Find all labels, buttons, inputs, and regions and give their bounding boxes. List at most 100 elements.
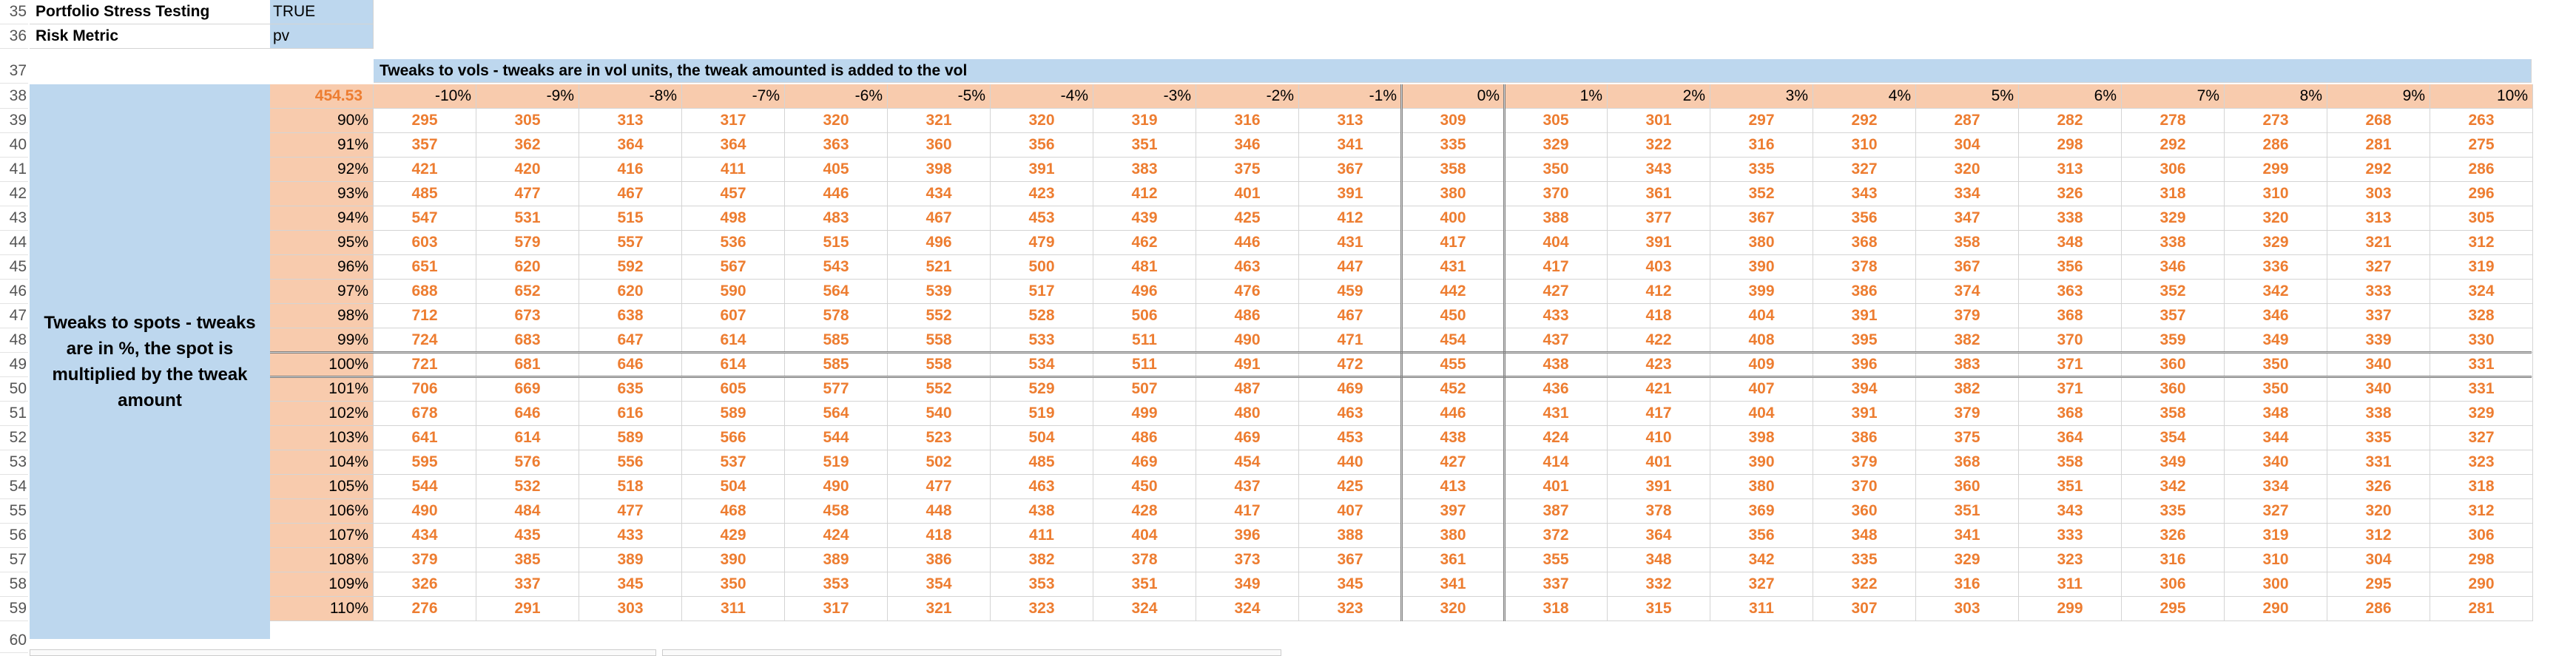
spot-tweak-header[interactable]: 90%	[270, 109, 374, 133]
grid-cell[interactable]: 459	[1299, 280, 1402, 304]
spot-tweak-header[interactable]: 98%	[270, 304, 374, 328]
grid-cell[interactable]: 276	[374, 597, 476, 621]
grid-cell[interactable]: 290	[2430, 572, 2533, 597]
grid-cell[interactable]: 433	[1505, 304, 1608, 328]
grid-cell[interactable]: 439	[1093, 206, 1196, 231]
grid-cell[interactable]: 498	[682, 206, 785, 231]
grid-cell[interactable]: 310	[2225, 182, 2327, 206]
grid-cell[interactable]: 344	[2225, 426, 2327, 450]
row-number[interactable]: 60	[0, 629, 28, 653]
grid-cell[interactable]: 651	[374, 255, 476, 280]
grid-cell[interactable]: 353	[785, 572, 888, 597]
grid-cell[interactable]: 345	[1299, 572, 1402, 597]
grid-cell[interactable]: 417	[1402, 231, 1505, 255]
grid-cell[interactable]: 350	[2225, 377, 2327, 402]
grid-cell[interactable]: 669	[476, 377, 579, 402]
grid-cell[interactable]: 319	[1093, 109, 1196, 133]
grid-cell[interactable]: 368	[1813, 231, 1916, 255]
grid-cell[interactable]: 404	[1710, 402, 1813, 426]
grid-cell[interactable]: 349	[2225, 328, 2327, 353]
grid-cell[interactable]: 425	[1196, 206, 1299, 231]
grid-cell[interactable]: 614	[682, 328, 785, 353]
grid-cell[interactable]: 646	[476, 402, 579, 426]
grid-cell[interactable]: 380	[1402, 524, 1505, 548]
grid-cell[interactable]: 362	[476, 133, 579, 158]
vol-tweak-header[interactable]: 8%	[2225, 84, 2327, 109]
grid-cell[interactable]: 321	[888, 109, 991, 133]
grid-cell[interactable]: 374	[1916, 280, 2019, 304]
spot-tweak-header[interactable]: 109%	[270, 572, 374, 597]
grid-cell[interactable]: 404	[1093, 524, 1196, 548]
vol-tweak-header[interactable]: 1%	[1505, 84, 1608, 109]
grid-cell[interactable]: 281	[2430, 597, 2533, 621]
grid-cell[interactable]: 359	[2122, 328, 2225, 353]
grid-cell[interactable]: 539	[888, 280, 991, 304]
grid-cell[interactable]: 540	[888, 402, 991, 426]
row-number[interactable]: 38	[0, 84, 28, 109]
grid-cell[interactable]: 485	[374, 182, 476, 206]
grid-cell[interactable]: 577	[785, 377, 888, 402]
grid-cell[interactable]: 329	[1505, 133, 1608, 158]
grid-cell[interactable]: 321	[2327, 231, 2430, 255]
grid-cell[interactable]: 342	[2225, 280, 2327, 304]
grid-cell[interactable]: 295	[2122, 597, 2225, 621]
grid-cell[interactable]: 388	[1299, 524, 1402, 548]
grid-cell[interactable]: 290	[2225, 597, 2327, 621]
grid-cell[interactable]: 578	[785, 304, 888, 328]
grid-cell[interactable]: 504	[682, 475, 785, 499]
grid-cell[interactable]: 590	[682, 280, 785, 304]
grid-cell[interactable]: 395	[1813, 328, 1916, 353]
grid-cell[interactable]: 436	[1505, 377, 1608, 402]
row-number[interactable]: 59	[0, 597, 28, 621]
grid-cell[interactable]: 335	[1710, 158, 1813, 182]
grid-cell[interactable]: 318	[1505, 597, 1608, 621]
row-number[interactable]: 42	[0, 182, 28, 206]
grid-cell[interactable]: 491	[1196, 353, 1299, 377]
grid-cell[interactable]: 407	[1299, 499, 1402, 524]
spot-tweak-header[interactable]: 92%	[270, 158, 374, 182]
row-number[interactable]: 56	[0, 524, 28, 548]
row-number[interactable]: 54	[0, 475, 28, 499]
grid-cell[interactable]: 614	[476, 426, 579, 450]
grid-cell[interactable]: 515	[785, 231, 888, 255]
grid-cell[interactable]: 463	[1196, 255, 1299, 280]
grid-cell[interactable]: 414	[1505, 450, 1608, 475]
grid-cell[interactable]: 364	[2019, 426, 2122, 450]
grid-cell[interactable]: 321	[888, 597, 991, 621]
grid-cell[interactable]: 437	[1196, 475, 1299, 499]
grid-cell[interactable]: 434	[374, 524, 476, 548]
grid-cell[interactable]: 417	[1196, 499, 1299, 524]
grid-cell[interactable]: 327	[1710, 572, 1813, 597]
grid-cell[interactable]: 327	[2327, 255, 2430, 280]
row-number[interactable]: 51	[0, 402, 28, 426]
grid-cell[interactable]: 370	[1505, 182, 1608, 206]
spot-tweak-header[interactable]: 107%	[270, 524, 374, 548]
grid-cell[interactable]: 423	[991, 182, 1093, 206]
grid-cell[interactable]: 305	[476, 109, 579, 133]
grid-cell[interactable]: 391	[1299, 182, 1402, 206]
grid-cell[interactable]: 673	[476, 304, 579, 328]
grid-cell[interactable]: 324	[1196, 597, 1299, 621]
grid-cell[interactable]: 369	[1710, 499, 1813, 524]
grid-cell[interactable]: 338	[2327, 402, 2430, 426]
grid-cell[interactable]: 423	[1608, 353, 1710, 377]
grid-cell[interactable]: 358	[1916, 231, 2019, 255]
grid-cell[interactable]: 450	[1402, 304, 1505, 328]
grid-cell[interactable]: 428	[1093, 499, 1196, 524]
grid-cell[interactable]: 351	[1093, 133, 1196, 158]
spot-tweak-header[interactable]: 91%	[270, 133, 374, 158]
grid-cell[interactable]: 296	[2430, 182, 2533, 206]
grid-cell[interactable]: 301	[1608, 109, 1710, 133]
grid-cell[interactable]: 303	[2327, 182, 2430, 206]
grid-cell[interactable]: 351	[2019, 475, 2122, 499]
vol-tweak-header[interactable]: 0%	[1402, 84, 1505, 109]
grid-cell[interactable]: 358	[2122, 402, 2225, 426]
grid-cell[interactable]: 338	[2019, 206, 2122, 231]
grid-cell[interactable]: 307	[1813, 597, 1916, 621]
grid-cell[interactable]: 343	[2019, 499, 2122, 524]
grid-cell[interactable]: 350	[1505, 158, 1608, 182]
grid-cell[interactable]: 585	[785, 353, 888, 377]
grid-cell[interactable]: 324	[2430, 280, 2533, 304]
grid-cell[interactable]: 683	[476, 328, 579, 353]
grid-cell[interactable]: 440	[1299, 450, 1402, 475]
